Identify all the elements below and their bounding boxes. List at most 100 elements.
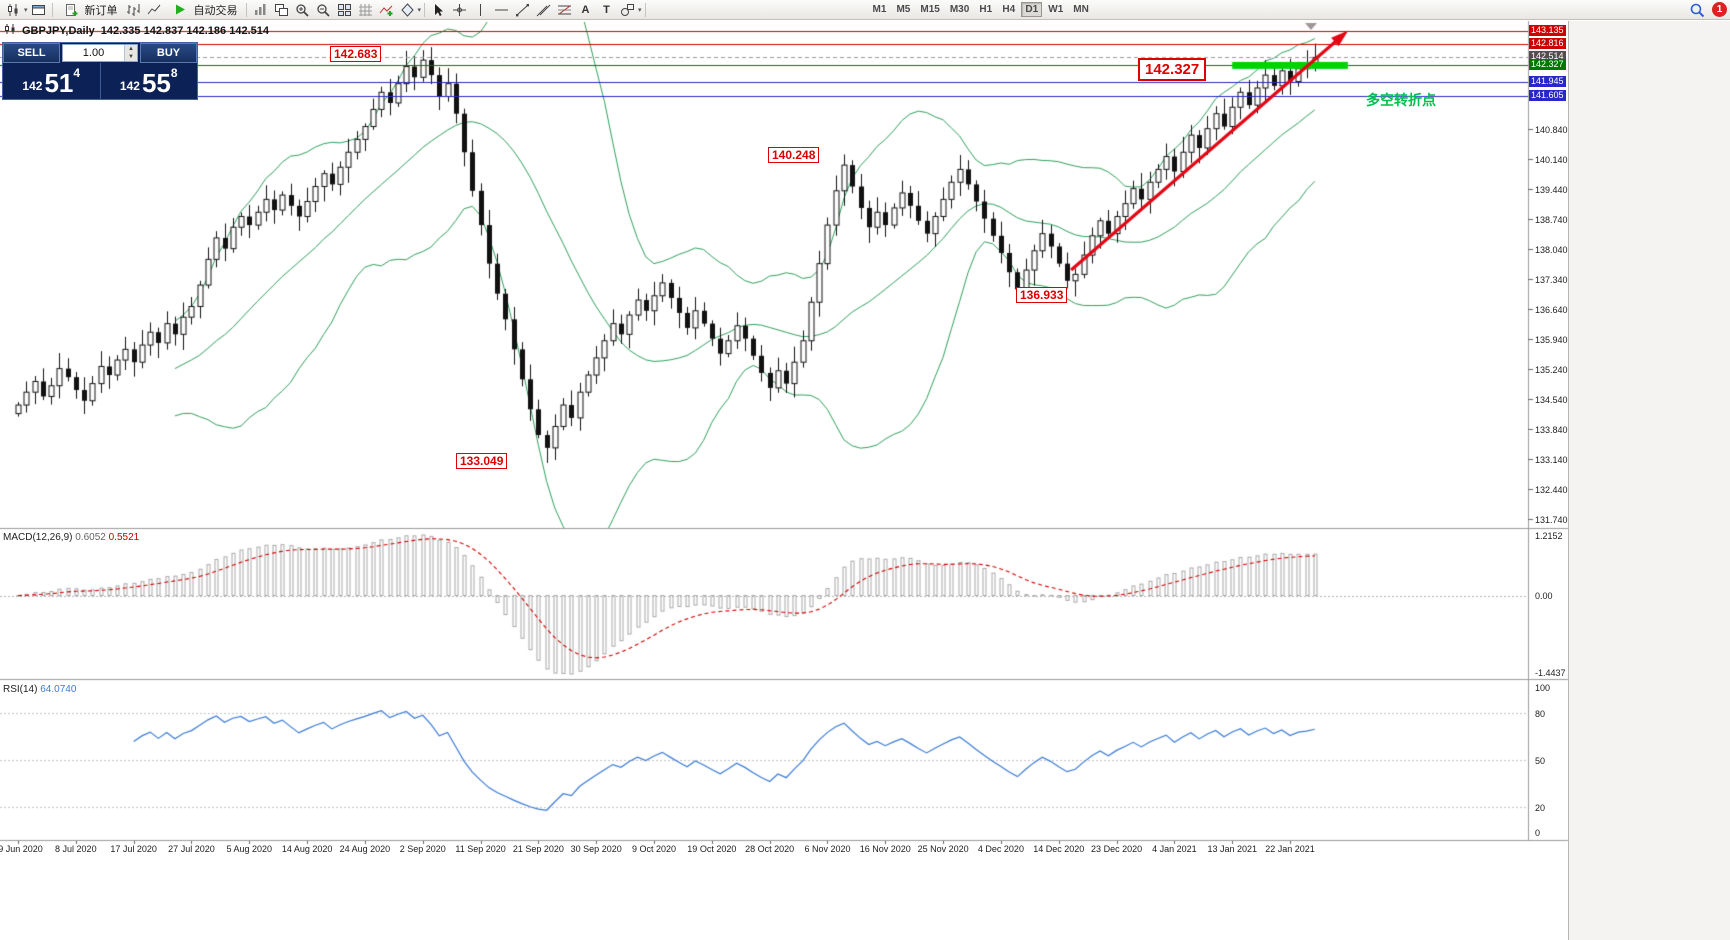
date-axis-label: 5 Aug 2020: [226, 844, 273, 854]
price-tick-label: 140.840: [1535, 124, 1568, 135]
date-axis-label: 27 Jul 2020: [168, 844, 215, 854]
chevron-down-icon[interactable]: ▾: [24, 6, 28, 14]
auto-trading-button[interactable]: 自动交易: [165, 1, 243, 19]
timeframe-mn-button[interactable]: MN: [1069, 2, 1093, 17]
rsi-scale-label: 100: [1535, 683, 1551, 693]
price-tick-label: 137.340: [1535, 274, 1568, 285]
date-axis-label: 21 Sep 2020: [512, 844, 564, 854]
price-label-140248[interactable]: 140.248: [768, 147, 820, 163]
price-label-136933[interactable]: 136.933: [1016, 287, 1068, 303]
cursor-icon[interactable]: [428, 1, 449, 19]
ask-price: 142 55 8: [99, 63, 198, 99]
bid-big-digits: 51: [44, 68, 74, 98]
price-tick-label: 133.840: [1535, 424, 1568, 435]
ask-pip-digit: 8: [170, 66, 178, 80]
price-label-142327[interactable]: 142.327: [1138, 58, 1207, 81]
timeframe-group: M1 M5 M15 M30 H1 H4 D1 W1 MN: [869, 2, 1093, 17]
chevron-down-icon[interactable]: ▾: [417, 6, 422, 14]
rsi-label: RSI(14) 64.0740: [3, 684, 76, 695]
new-chart-icon[interactable]: [3, 1, 24, 19]
trendline-icon[interactable]: [512, 1, 533, 19]
shapes-icon[interactable]: [617, 1, 638, 19]
tile-windows-icon[interactable]: [334, 1, 355, 19]
volume-field[interactable]: 1.00 ▲ ▼: [62, 44, 138, 62]
price-tick-label: 140.140: [1535, 154, 1568, 165]
timeframe-h4-button[interactable]: H4: [998, 2, 1019, 17]
date-axis-label: 6 Nov 2020: [804, 844, 851, 854]
chevron-down-icon[interactable]: ▾: [638, 6, 642, 14]
chart-header: GBPJPY,Daily 142.335 142.837 142.186 142…: [4, 24, 269, 37]
crosshair-icon[interactable]: [449, 1, 470, 19]
price-tick-label: 131.740: [1535, 514, 1568, 525]
date-axis-label: 9 Oct 2020: [632, 844, 677, 854]
date-axis-label: 4 Dec 2020: [977, 844, 1024, 854]
indicators-icon[interactable]: [376, 1, 397, 19]
date-axis-label: 24 Aug 2020: [339, 844, 391, 854]
price-label-133049[interactable]: 133.049: [456, 453, 508, 469]
sell-button[interactable]: SELL: [3, 43, 60, 63]
zoom-in-icon[interactable]: [292, 1, 313, 19]
channel-icon[interactable]: [533, 1, 554, 19]
histogram-icon[interactable]: [250, 1, 271, 19]
timeframe-m30-button[interactable]: M30: [946, 2, 973, 17]
vertical-line-icon[interactable]: [470, 1, 491, 19]
macd-scale-label: -1.4437: [1535, 668, 1566, 678]
turning-point-text[interactable]: 多空转折点: [1366, 92, 1436, 108]
date-axis-label: 17 Jul 2020: [110, 844, 157, 854]
timeframe-w1-button[interactable]: W1: [1044, 2, 1067, 17]
price-tick-label: 138.040: [1535, 244, 1568, 255]
bid-pip-digit: 4: [73, 66, 81, 80]
bid-price: 142 51 4: [3, 63, 100, 99]
date-axis-label: 22 Jan 2021: [1265, 844, 1315, 854]
toolbar-separator: [644, 2, 646, 17]
horizontal-line-icon[interactable]: [491, 1, 512, 19]
bid-ask-display: 142 51 4 142 55 8: [3, 63, 197, 99]
toolbar-separator: [51, 2, 53, 17]
price-tick-label: 139.440: [1535, 184, 1568, 195]
macd-scale-label: 0.00: [1535, 590, 1553, 601]
date-axis-label: 14 Aug 2020: [281, 844, 333, 854]
zoom-out-icon[interactable]: [313, 1, 334, 19]
price-tick-label: 133.140: [1535, 454, 1568, 465]
volume-decrease-button[interactable]: ▼: [125, 53, 137, 61]
volume-spinner: ▲ ▼: [124, 45, 137, 61]
notification-icon[interactable]: 1: [1712, 2, 1727, 17]
search-icon[interactable]: [1686, 1, 1707, 19]
chart-symbol-icon: [4, 24, 16, 37]
volume-increase-button[interactable]: ▲: [125, 45, 137, 53]
rsi-name: RSI(14): [3, 684, 38, 695]
timeframe-m15-button[interactable]: M15: [916, 2, 943, 17]
price-label-142683[interactable]: 142.683: [330, 46, 382, 62]
rsi-scale-label: 80: [1535, 709, 1546, 720]
grid-icon[interactable]: [355, 1, 376, 19]
ask-big-digits: 55: [141, 68, 171, 98]
text-icon[interactable]: A: [581, 3, 590, 16]
bar-chart-icon[interactable]: [123, 1, 144, 19]
timeframe-m1-button[interactable]: M1: [869, 2, 891, 17]
timeframe-h1-button[interactable]: H1: [975, 2, 996, 17]
timeframe-d1-button[interactable]: D1: [1021, 2, 1043, 17]
templates-icon[interactable]: [397, 1, 418, 19]
layers-icon[interactable]: [271, 1, 292, 19]
date-axis-label: 23 Dec 2020: [1091, 844, 1143, 854]
rsi-scale-label: 20: [1535, 802, 1546, 813]
date-axis-label: 2 Sep 2020: [399, 844, 446, 854]
date-axis-label: 16 Nov 2020: [859, 844, 911, 854]
date-axis-label: 14 Dec 2020: [1033, 844, 1085, 854]
label-icon[interactable]: T: [603, 3, 610, 16]
buy-button[interactable]: BUY: [140, 43, 197, 63]
date-axis-label: 25 Nov 2020: [917, 844, 969, 854]
volume-value[interactable]: 1.00: [82, 47, 105, 59]
chart-window-icon[interactable]: [28, 1, 49, 19]
date-axis-label: 13 Jan 2021: [1207, 844, 1257, 854]
date-axis-label: 11 Sep 2020: [455, 844, 506, 854]
new-order-button[interactable]: 新订单: [56, 1, 123, 19]
ask-prefix: 142: [119, 79, 140, 93]
date-axis-label: 30 Sep 2020: [570, 844, 622, 854]
macd-value: 0.6052: [75, 532, 106, 543]
fibonacci-icon[interactable]: [554, 1, 575, 19]
timeframe-m5-button[interactable]: M5: [892, 2, 914, 17]
line-chart-icon[interactable]: [144, 1, 165, 19]
